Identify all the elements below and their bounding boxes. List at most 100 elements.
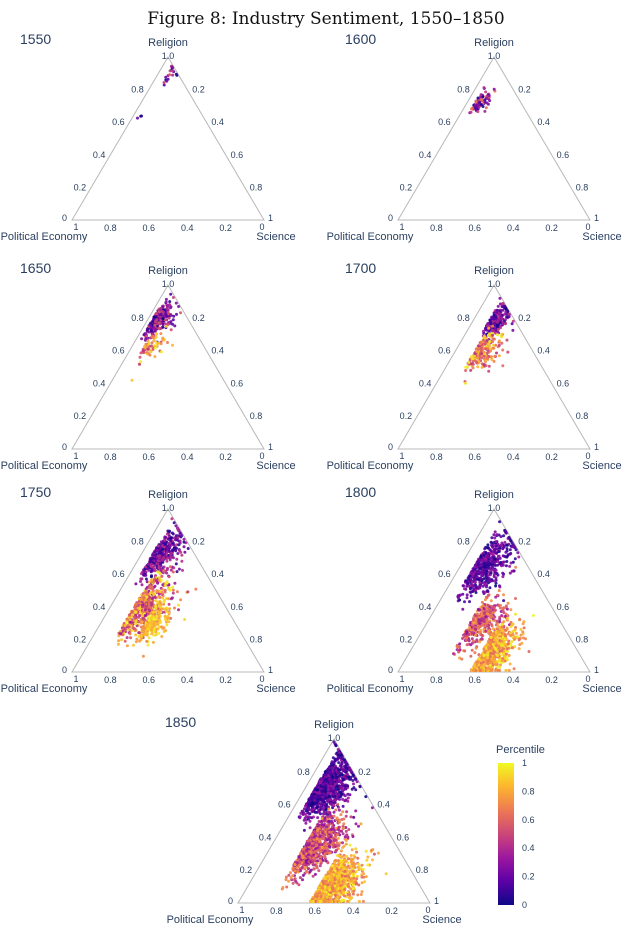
data-point xyxy=(490,668,494,672)
tick-science-max: 1 xyxy=(268,213,273,223)
data-point xyxy=(162,338,166,342)
data-point xyxy=(156,622,160,626)
data-point xyxy=(164,535,167,539)
data-point xyxy=(493,354,497,358)
data-point xyxy=(163,588,167,592)
data-point xyxy=(513,628,517,631)
data-point xyxy=(488,580,492,583)
data-point xyxy=(167,575,171,579)
data-point xyxy=(145,352,149,356)
data-point xyxy=(137,631,141,635)
data-point xyxy=(183,618,187,621)
data-point xyxy=(133,616,137,620)
data-point xyxy=(161,305,165,309)
data-point xyxy=(148,580,151,584)
tick-science: 0.6 xyxy=(231,378,244,388)
data-point xyxy=(492,313,496,317)
data-point xyxy=(142,593,146,597)
data-point xyxy=(343,764,347,768)
data-point xyxy=(133,622,137,626)
tick-science: 0.8 xyxy=(250,634,263,644)
data-point xyxy=(470,623,474,627)
data-point xyxy=(143,608,147,612)
data-point xyxy=(456,645,460,649)
data-point xyxy=(497,343,501,347)
data-point xyxy=(163,538,167,542)
data-point xyxy=(484,574,488,578)
tick-political-economy: 0.2 xyxy=(545,675,558,685)
data-point xyxy=(331,787,334,791)
data-point xyxy=(125,617,129,621)
data-point xyxy=(504,564,508,568)
data-point xyxy=(492,359,496,363)
data-point xyxy=(501,323,505,327)
tick-science: 0.8 xyxy=(250,182,263,192)
tick-political-economy: 0.6 xyxy=(469,452,482,462)
data-point xyxy=(480,352,484,356)
data-point xyxy=(514,612,518,616)
data-point xyxy=(489,552,493,555)
data-point xyxy=(152,580,156,584)
data-point xyxy=(474,100,478,103)
data-point xyxy=(493,608,497,612)
data-point xyxy=(510,640,514,643)
data-point xyxy=(311,802,315,805)
data-point xyxy=(471,589,475,593)
axis-label-religion: Religion xyxy=(474,265,514,277)
data-point xyxy=(484,615,488,619)
data-point xyxy=(501,308,505,312)
data-point xyxy=(329,764,333,768)
figure-title: Figure 8: Industry Sentiment, 1550–1850 xyxy=(147,9,505,29)
data-point xyxy=(154,606,157,610)
data-point xyxy=(483,334,486,338)
data-point xyxy=(473,613,477,617)
data-point xyxy=(501,575,505,579)
data-point xyxy=(160,574,164,578)
data-point xyxy=(468,600,471,604)
data-point xyxy=(168,565,172,569)
data-point xyxy=(503,554,506,558)
data-point xyxy=(180,534,184,538)
data-point xyxy=(488,655,492,658)
data-point xyxy=(488,661,492,665)
data-point xyxy=(166,311,170,315)
tick-religion: 0.2 xyxy=(74,182,87,192)
data-point xyxy=(158,608,162,612)
data-point xyxy=(476,365,480,369)
data-point xyxy=(512,667,516,671)
data-point xyxy=(465,643,469,647)
data-point xyxy=(339,795,343,798)
data-point xyxy=(470,580,474,584)
data-point xyxy=(320,793,324,797)
data-point xyxy=(479,571,483,574)
tick-pe-max: 1 xyxy=(73,674,78,684)
data-point xyxy=(482,577,486,581)
tick-political-economy: 0.4 xyxy=(507,675,520,685)
data-point xyxy=(334,744,338,748)
data-point xyxy=(171,322,174,326)
data-point xyxy=(178,541,182,545)
data-point xyxy=(509,539,513,542)
data-point xyxy=(182,540,186,544)
data-point xyxy=(141,570,145,574)
data-point xyxy=(483,98,487,102)
data-point xyxy=(500,563,504,566)
data-point xyxy=(471,618,475,622)
data-point xyxy=(136,116,139,120)
data-point xyxy=(499,535,503,539)
data-point xyxy=(485,612,489,616)
data-point xyxy=(508,631,512,635)
data-point xyxy=(303,807,306,811)
data-point xyxy=(510,545,514,549)
data-point xyxy=(501,348,505,352)
data-point xyxy=(342,777,345,781)
data-point xyxy=(144,570,148,574)
data-point xyxy=(325,779,329,783)
data-point xyxy=(485,339,489,342)
data-point xyxy=(161,541,165,545)
data-point xyxy=(474,107,478,111)
data-point xyxy=(170,536,174,540)
data-point xyxy=(147,568,151,572)
data-point xyxy=(477,106,481,109)
tick-religion: 0.4 xyxy=(419,602,432,612)
